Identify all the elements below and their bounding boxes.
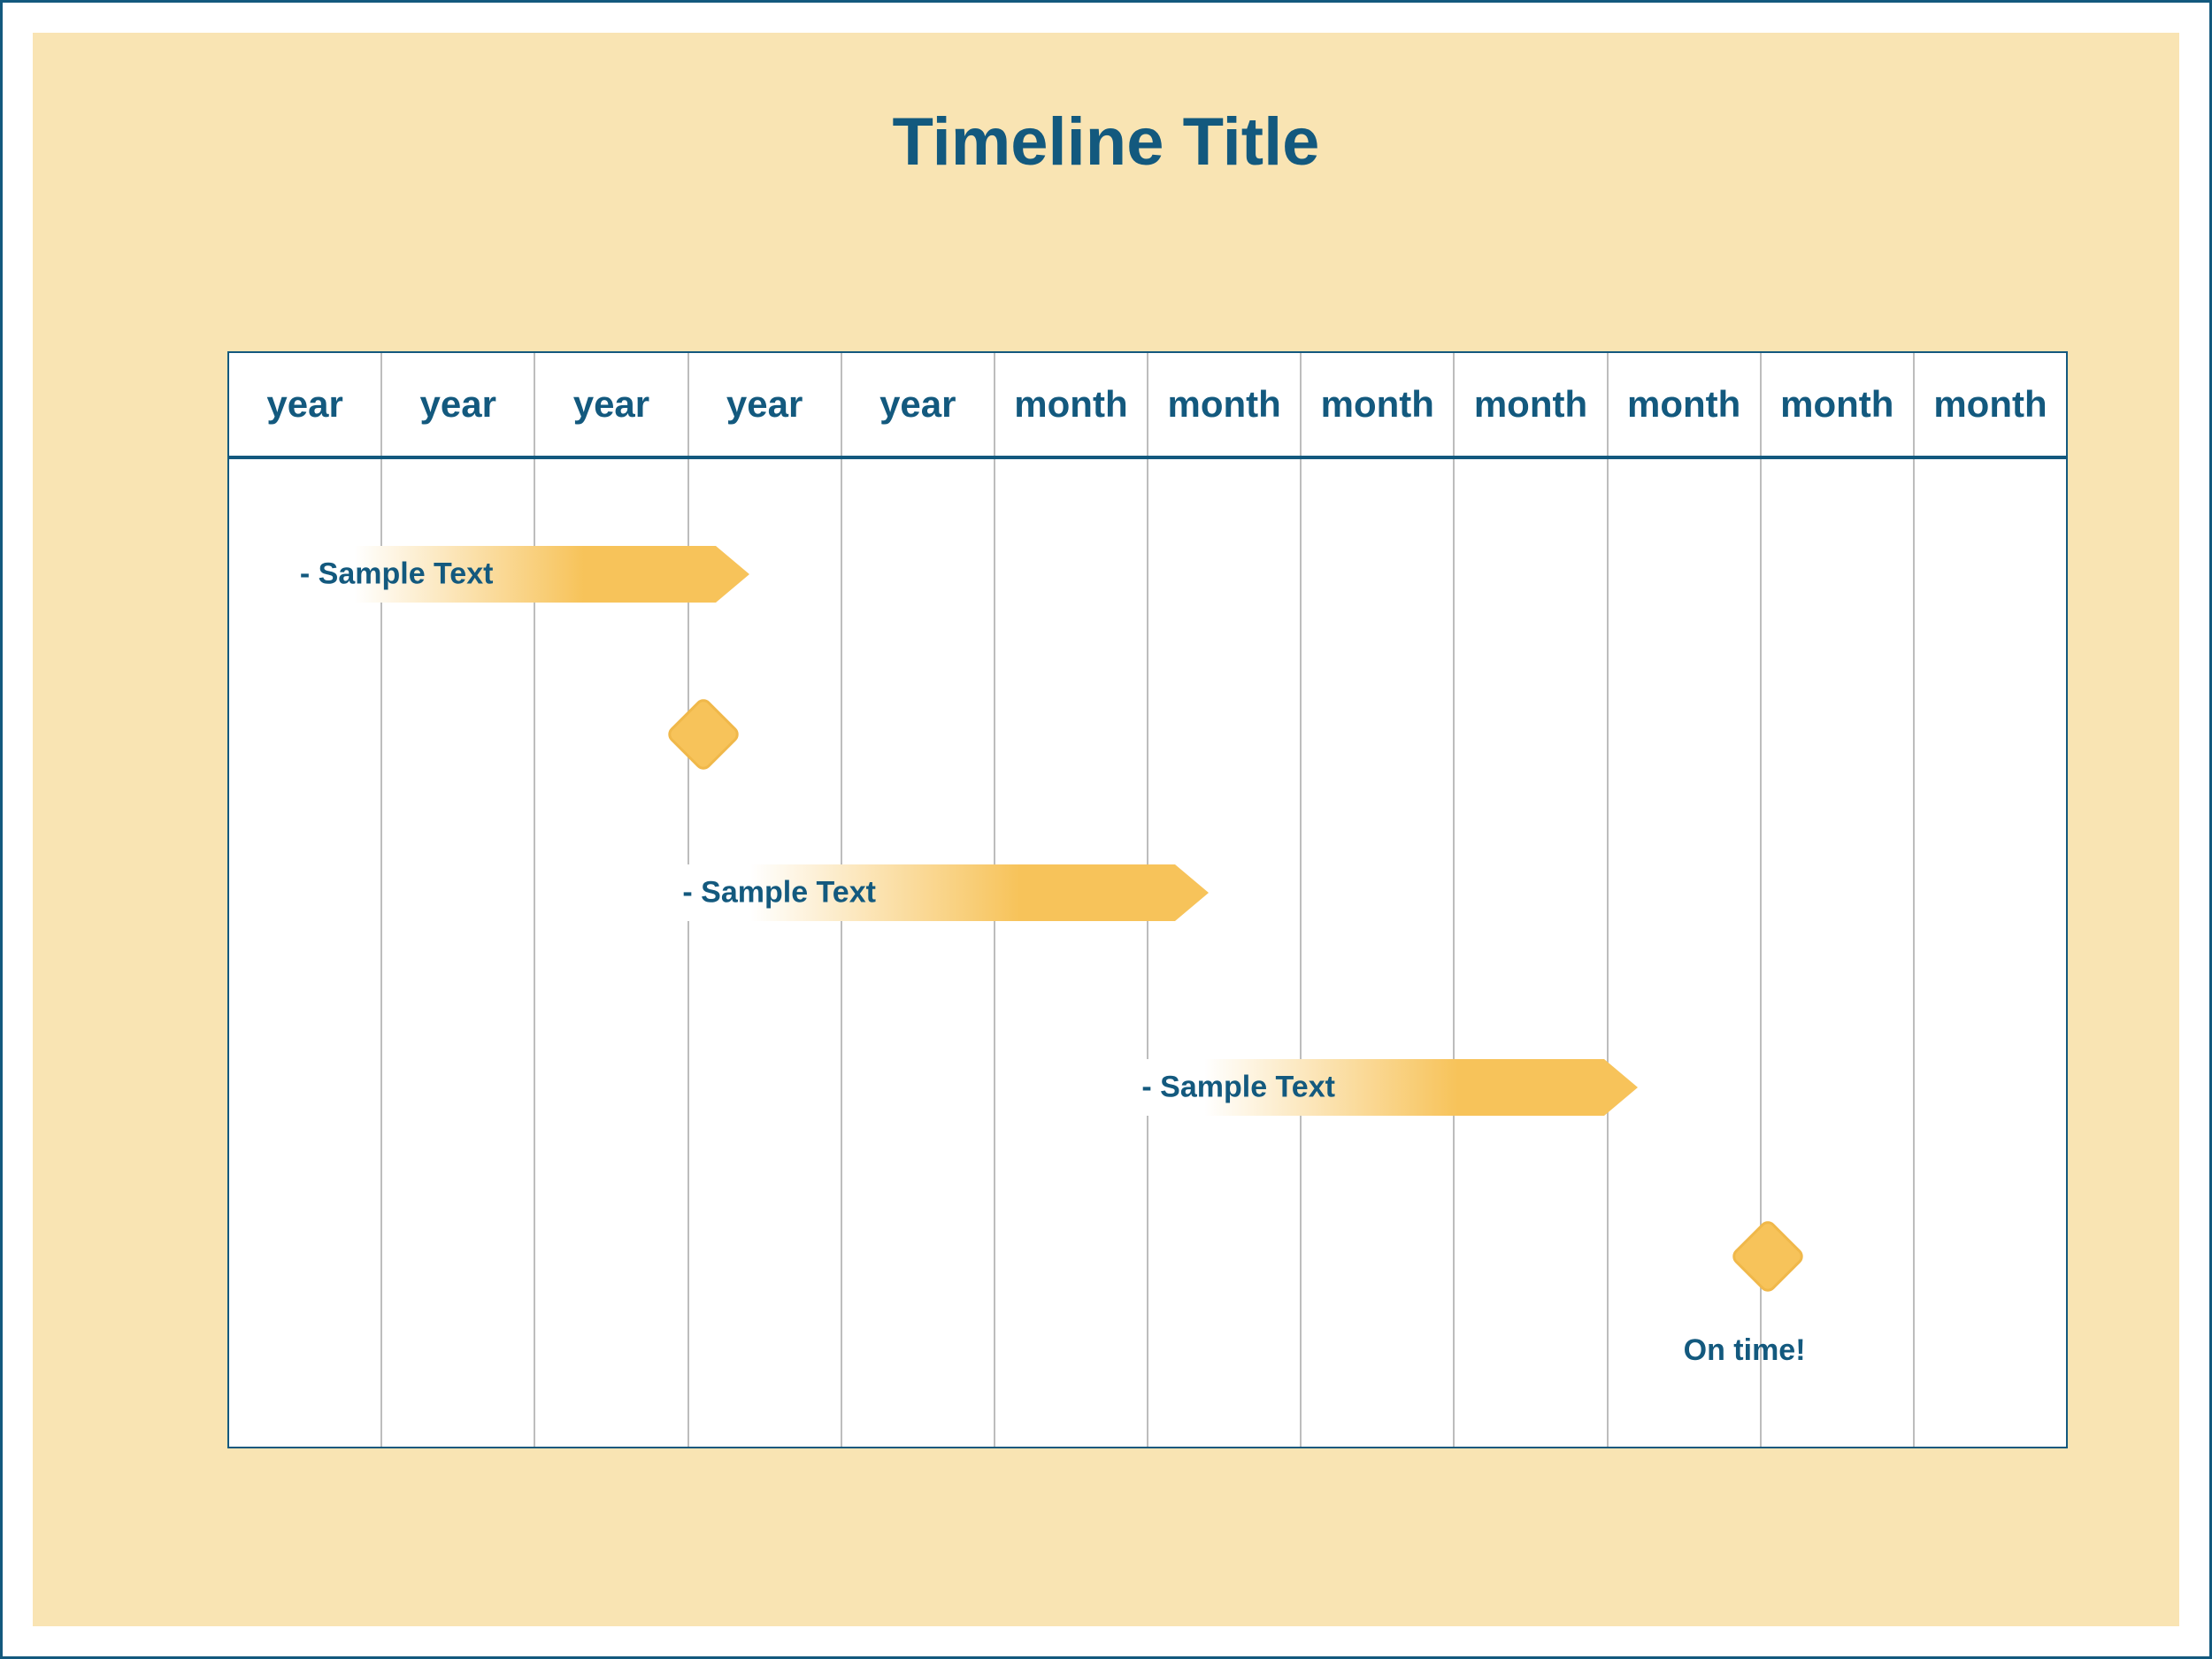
gantt-bar: - Sample Text bbox=[1117, 1052, 1637, 1123]
header-cell: month bbox=[1762, 353, 1915, 456]
timeline-header-row: yearyearyearyearyearmonthmonthmonthmonth… bbox=[229, 353, 2066, 459]
background-panel: Timeline Title yearyearyearyearyearmonth… bbox=[33, 33, 2179, 1626]
gantt-bar-label: - Sample Text bbox=[300, 557, 494, 592]
header-cell: month bbox=[1302, 353, 1455, 456]
arrowhead-icon bbox=[1175, 864, 1209, 921]
header-cell: month bbox=[1148, 353, 1302, 456]
gantt-bar: - Sample Text bbox=[275, 539, 749, 610]
arrowhead-icon bbox=[1604, 1059, 1638, 1116]
header-cell: year bbox=[689, 353, 842, 456]
milestone-diamond-icon bbox=[664, 695, 742, 773]
gantt-bar-label: - Sample Text bbox=[682, 876, 876, 910]
gantt-bar: - Sample Text bbox=[657, 857, 1209, 928]
header-cell: month bbox=[1455, 353, 1608, 456]
header-cell: year bbox=[382, 353, 535, 456]
header-cell: month bbox=[1915, 353, 2066, 456]
arrowhead-icon bbox=[716, 546, 749, 603]
gantt-bar-label: - Sample Text bbox=[1141, 1071, 1335, 1105]
outer-frame: Timeline Title yearyearyearyearyearmonth… bbox=[0, 0, 2212, 1659]
header-cell: year bbox=[229, 353, 382, 456]
header-cell: year bbox=[535, 353, 688, 456]
timeline-title: Timeline Title bbox=[33, 104, 2179, 180]
header-cell: month bbox=[995, 353, 1148, 456]
header-cell: month bbox=[1609, 353, 1762, 456]
milestone-caption: On time! bbox=[1684, 1333, 1806, 1368]
timeline-items-layer: - Sample Text - Sample Text - Sample Text O… bbox=[229, 459, 2066, 1447]
timeline-chart: yearyearyearyearyearmonthmonthmonthmonth… bbox=[227, 351, 2068, 1448]
header-cell: year bbox=[842, 353, 995, 456]
milestone-diamond-icon bbox=[1729, 1217, 1807, 1295]
timeline-body: - Sample Text - Sample Text - Sample Text O… bbox=[229, 459, 2066, 1447]
